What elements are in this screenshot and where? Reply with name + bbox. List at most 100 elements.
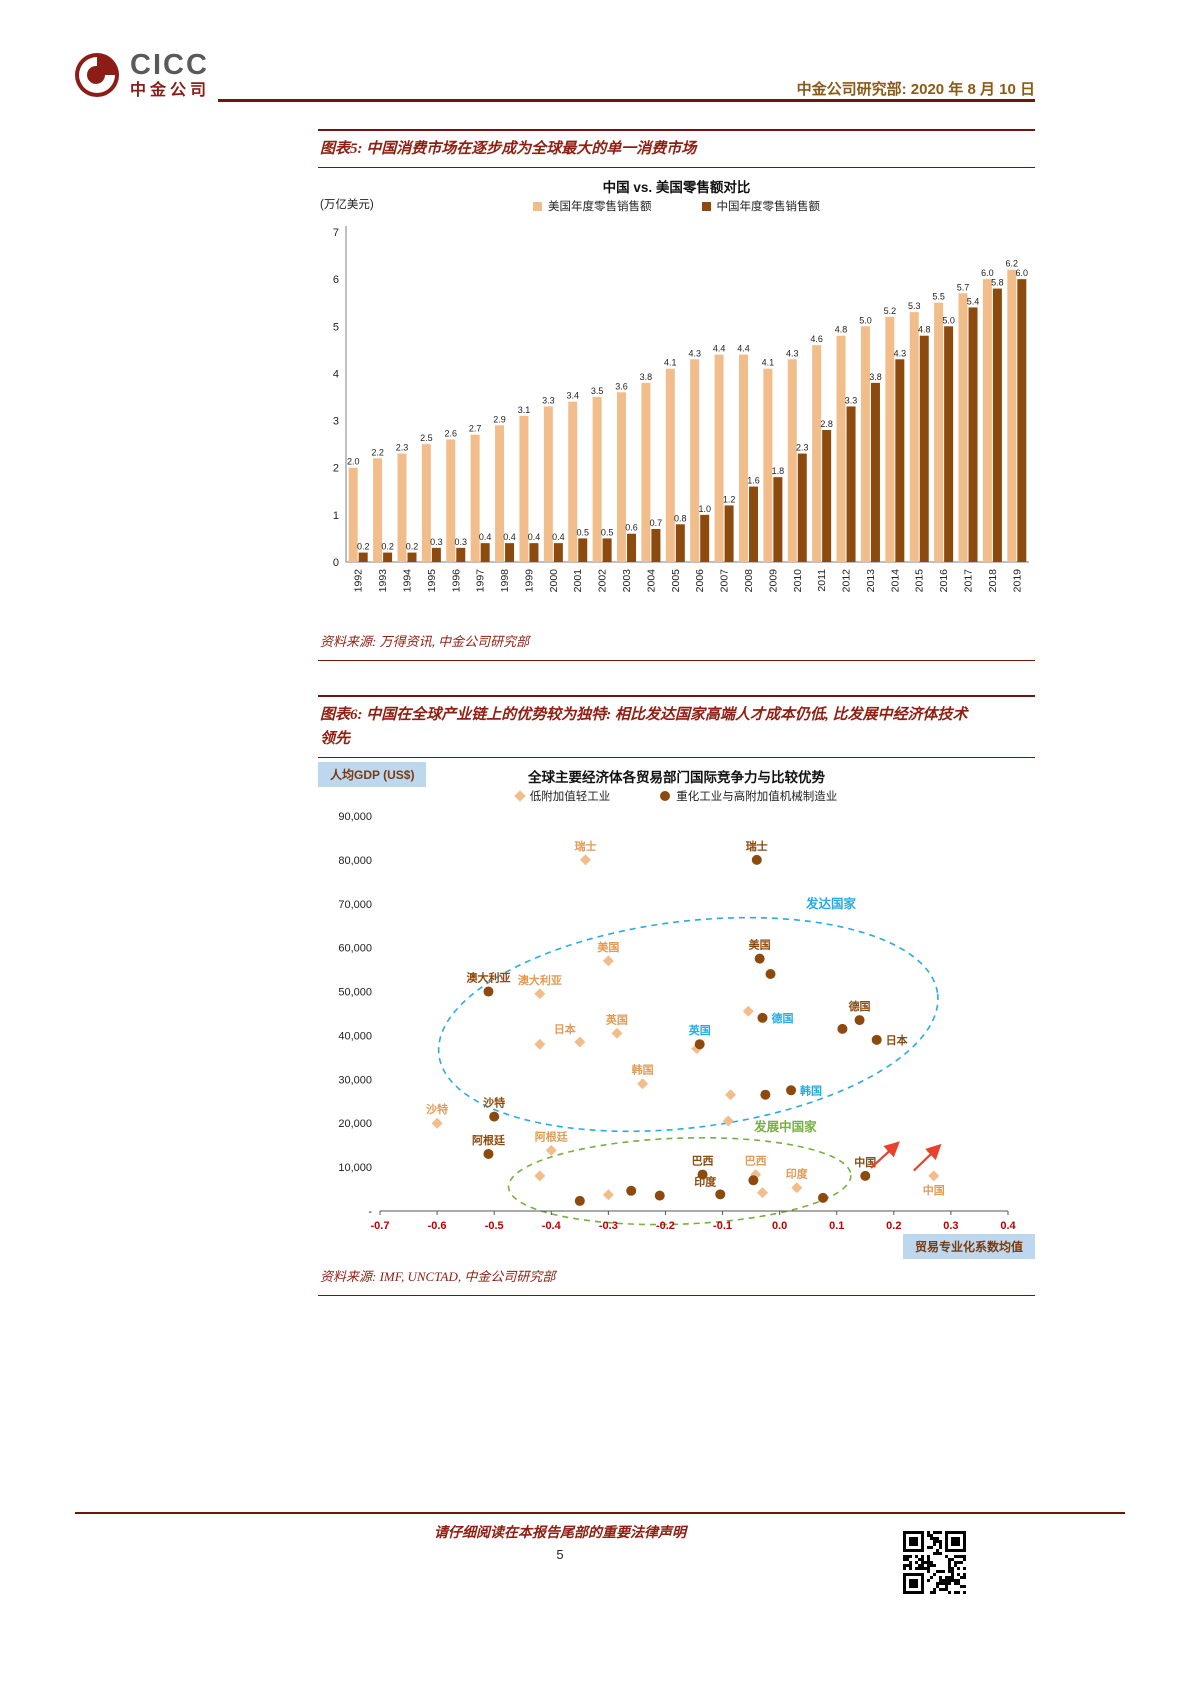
svg-text:2.2: 2.2: [371, 447, 384, 457]
svg-text:沙特: 沙特: [426, 1102, 448, 1116]
svg-text:2: 2: [333, 463, 339, 475]
svg-text:2.5: 2.5: [420, 433, 433, 443]
svg-text:0.3: 0.3: [430, 537, 443, 547]
legend-label: 低附加值轻工业: [529, 791, 611, 803]
svg-text:3.1: 3.1: [518, 405, 531, 415]
svg-text:-0.2: -0.2: [656, 1220, 675, 1232]
footer-divider: [75, 1512, 1125, 1514]
svg-text:4.3: 4.3: [786, 348, 799, 358]
svg-text:澳大利亚: 澳大利亚: [518, 973, 562, 987]
svg-text:0.8: 0.8: [674, 513, 687, 523]
svg-text:4.3: 4.3: [894, 348, 907, 358]
svg-text:5.0: 5.0: [859, 315, 872, 325]
svg-text:1997: 1997: [475, 569, 487, 593]
svg-text:2.3: 2.3: [796, 443, 809, 453]
header-divider: [218, 99, 1035, 102]
legend-item: 美国年度零售销售额: [533, 198, 652, 214]
svg-text:2017: 2017: [963, 569, 975, 593]
svg-text:英国: 英国: [605, 1012, 628, 1026]
svg-text:3.4: 3.4: [566, 391, 579, 401]
svg-text:美国: 美国: [749, 938, 771, 952]
page-number: 5: [556, 1547, 564, 1562]
svg-text:4: 4: [333, 368, 339, 380]
scatter-ylabel-box: 人均GDP (US$): [318, 762, 427, 787]
svg-text:0.7: 0.7: [650, 518, 663, 528]
svg-text:4.4: 4.4: [713, 344, 726, 354]
scatter-xlabel-box: 贸易专业化系数均值: [902, 1234, 1035, 1259]
svg-text:4.4: 4.4: [737, 344, 750, 354]
svg-text:-0.3: -0.3: [599, 1220, 618, 1232]
svg-text:发展中国家: 发展中国家: [753, 1119, 817, 1134]
svg-text:4.1: 4.1: [762, 358, 775, 368]
svg-text:2004: 2004: [645, 569, 657, 593]
svg-text:德国: 德国: [848, 999, 871, 1013]
svg-text:20,000: 20,000: [338, 1118, 372, 1130]
svg-text:90,000: 90,000: [338, 811, 372, 823]
svg-text:5.0: 5.0: [942, 315, 955, 325]
svg-text:巴西: 巴西: [692, 1155, 714, 1168]
svg-text:6.2: 6.2: [1006, 259, 1019, 269]
svg-text:0.2: 0.2: [357, 542, 370, 552]
svg-text:2001: 2001: [572, 569, 584, 593]
svg-text:5.3: 5.3: [908, 301, 921, 311]
figure6-block: 图表6: 中国在全球产业链上的优势较为独特: 相比发达国家高端人才成本仍低, 比…: [318, 695, 1035, 1296]
svg-text:-0.6: -0.6: [428, 1220, 447, 1232]
svg-text:1992: 1992: [353, 569, 365, 593]
svg-text:2012: 2012: [841, 569, 853, 593]
qr-code-icon: [903, 1531, 966, 1594]
svg-text:0: 0: [333, 557, 339, 569]
bar-chart-legend: 美国年度零售销售额 中国年度零售销售额: [318, 194, 1035, 218]
svg-text:-0.4: -0.4: [542, 1220, 562, 1232]
svg-text:德国: 德国: [771, 1011, 794, 1025]
svg-text:1994: 1994: [401, 569, 413, 593]
svg-text:6.0: 6.0: [1016, 268, 1029, 278]
figure6-chart: 人均GDP (US$) 全球主要经济体各贸易部门国际竞争力与比较优势 低附加值轻…: [318, 758, 1035, 1259]
svg-text:0.6: 0.6: [625, 523, 638, 533]
figure5-chart: 中国 vs. 美国零售额对比 (万亿美元) 美国年度零售销售额 中国年度零售销售额…: [318, 168, 1035, 623]
svg-text:1998: 1998: [499, 569, 511, 593]
scatter-chart-legend: 低附加值轻工业 重化工业与高附加值机械制造业: [318, 784, 1035, 808]
svg-text:2018: 2018: [987, 569, 999, 593]
svg-text:2005: 2005: [670, 569, 682, 593]
svg-text:2015: 2015: [914, 569, 926, 593]
svg-text:3.8: 3.8: [640, 372, 653, 382]
svg-text:3.5: 3.5: [591, 386, 604, 396]
svg-text:0.3: 0.3: [455, 537, 468, 547]
svg-text:4.1: 4.1: [664, 358, 677, 368]
svg-text:0.4: 0.4: [503, 532, 516, 542]
logo-chinese-text: 中金公司: [130, 82, 211, 100]
legend-label: 中国年度零售销售额: [716, 201, 821, 213]
svg-text:4.6: 4.6: [810, 334, 823, 344]
svg-text:0.2: 0.2: [381, 542, 394, 552]
svg-text:0.1: 0.1: [829, 1220, 844, 1232]
svg-text:日本: 日本: [554, 1022, 576, 1036]
svg-text:中国: 中国: [854, 1155, 876, 1169]
svg-text:5: 5: [333, 321, 339, 333]
svg-text:10,000: 10,000: [338, 1162, 372, 1174]
svg-text:2.3: 2.3: [396, 443, 409, 453]
svg-text:0.5: 0.5: [576, 527, 589, 537]
svg-text:1995: 1995: [426, 569, 438, 593]
figure5-block: 图表5: 中国消费市场在逐步成为全球最大的单一消费市场 中国 vs. 美国零售额…: [318, 129, 1035, 661]
svg-text:日本: 日本: [886, 1033, 908, 1047]
svg-text:澳大利亚: 澳大利亚: [466, 971, 510, 985]
svg-text:中国: 中国: [923, 1183, 945, 1197]
svg-text:5.5: 5.5: [932, 292, 945, 302]
svg-text:30,000: 30,000: [338, 1074, 372, 1086]
svg-text:1.8: 1.8: [772, 466, 785, 476]
svg-text:0.4: 0.4: [1000, 1220, 1016, 1232]
svg-text:2008: 2008: [743, 569, 755, 593]
svg-text:1.0: 1.0: [698, 504, 711, 514]
figure5-caption: 图表5: 中国消费市场在逐步成为全球最大的单一消费市场: [318, 129, 1035, 168]
logo-latin-text: CICC: [130, 49, 209, 81]
svg-text:2.0: 2.0: [347, 457, 360, 467]
svg-text:2006: 2006: [694, 569, 706, 593]
svg-text:韩国: 韩国: [632, 1063, 654, 1077]
svg-text:英国: 英国: [688, 1023, 711, 1037]
svg-text:美国: 美国: [597, 940, 619, 954]
svg-text:2.9: 2.9: [493, 414, 506, 424]
svg-text:2007: 2007: [719, 569, 731, 593]
qr-code: [903, 1531, 966, 1594]
svg-text:2014: 2014: [889, 569, 901, 593]
